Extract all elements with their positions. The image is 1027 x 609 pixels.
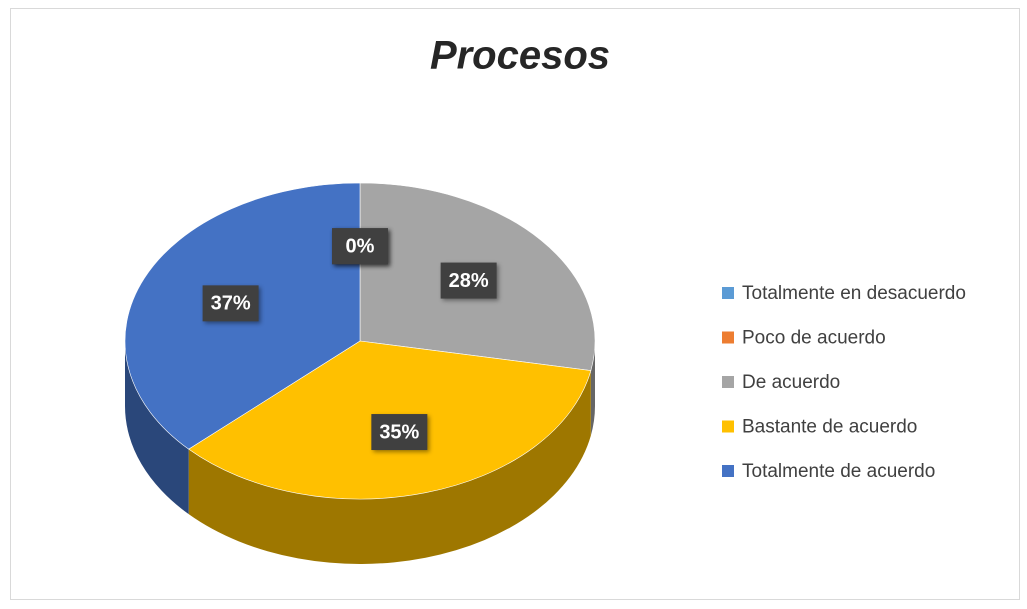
data-label-box [202,285,259,322]
pie-side [590,341,595,436]
legend-swatch [722,376,734,388]
data-label-box [440,262,497,299]
data-label-box [332,228,388,265]
data-label: 37% [211,293,251,315]
pie-sides [125,341,595,565]
legend-label: De acuerdo [742,372,840,393]
legend-swatch [722,287,734,299]
data-label: 35% [379,421,419,443]
legend-swatch [722,465,734,477]
pie-side [125,341,189,515]
legend-swatch [722,331,734,344]
legend-label: Totalmente en desacuerdo [742,283,966,304]
legend-label: Poco de acuerdo [742,328,886,349]
pie-side [188,370,591,565]
legend-swatch [722,420,734,433]
legend-label: Totalmente de acuerdo [742,461,935,482]
data-label-box [371,414,428,451]
chart-title: Procesos [430,34,610,78]
legend-label: Bastante de acuerdo [742,417,917,438]
data-label: 0% [346,235,375,257]
data-label: 28% [449,270,489,292]
